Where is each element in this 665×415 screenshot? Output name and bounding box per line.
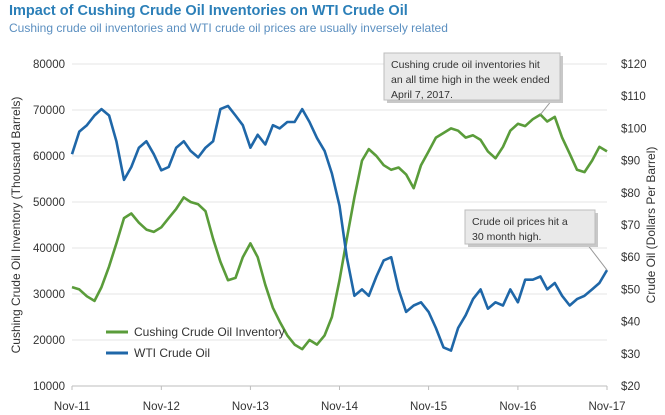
y-axis-left-title: Cushing Crude Oil Inventory (Thousand Ba… (9, 97, 23, 354)
y-left-tick-label: 20000 (33, 335, 65, 347)
y-axis-left: 10000 20000 30000 40000 50000 60000 70000 80000 (33, 59, 65, 393)
y-left-tick-label: 30000 (33, 289, 65, 301)
series-line-wti (70, 104, 609, 352)
y-left-tick-label: 10000 (33, 381, 65, 393)
callout-wti-pointer (586, 243, 608, 271)
y-left-tick-label: 80000 (33, 59, 65, 71)
y-left-tick-label: 70000 (33, 105, 65, 117)
callout-inventory-text: Cushing crude oil inventories hit (391, 59, 540, 71)
callout-wti-text: 30 month high. (472, 231, 541, 243)
x-tick-label: Nov-17 (588, 401, 625, 413)
y-left-tick-label: 60000 (33, 151, 65, 163)
y-right-tick-label: $40 (621, 317, 640, 329)
y-right-tick-label: $20 (621, 381, 640, 393)
legend: Cushing Crude Oil Inventory WTI Crude Oi… (106, 325, 285, 360)
callout-inventory-text: an all time high in the week ended (391, 74, 550, 86)
x-tick-label: Nov-14 (321, 401, 359, 413)
y-left-tick-label: 50000 (33, 197, 65, 209)
y-right-tick-label: $80 (621, 188, 640, 200)
x-tick-label: Nov-15 (410, 401, 447, 413)
callouts: Cushing crude oil inventories hit an all … (383, 52, 608, 271)
legend-label-wti: WTI Crude Oil (134, 346, 210, 360)
x-tick-label: Nov-11 (54, 401, 90, 413)
series-lines (70, 104, 609, 352)
y-right-tick-label: $110 (621, 91, 646, 103)
y-right-tick-label: $50 (621, 284, 640, 296)
x-tick-label: Nov-13 (232, 401, 269, 413)
callout-wti-text: Crude oil prices hit a (472, 216, 568, 228)
x-tick-label: Nov-12 (143, 401, 180, 413)
x-tick-label: Nov-16 (499, 401, 536, 413)
legend-label-inventory: Cushing Crude Oil Inventory (134, 325, 285, 339)
y-axis-right: $20 $30 $40 $50 $60 $70 $80 $90 $100 $110 $120 (621, 59, 647, 393)
y-right-tick-label: $30 (621, 349, 640, 361)
callout-wti-box (464, 209, 596, 245)
y-right-tick-label: $100 (621, 123, 647, 135)
chart-title: Impact of Cushing Crude Oil Inventories … (9, 3, 408, 19)
y-right-tick-label: $60 (621, 252, 640, 264)
series-line-inventory (71, 113, 608, 351)
chart-subtitle: Cushing crude oil inventories and WTI cr… (9, 21, 448, 35)
y-right-tick-label: $120 (621, 59, 647, 71)
y-right-tick-label: $90 (621, 156, 640, 168)
y-right-tick-label: $70 (621, 220, 640, 232)
y-axis-right-title: Crude Oil (Dollars Per Barrel) (644, 147, 658, 304)
x-axis: Nov-11 Nov-12 Nov-13 Nov-14 Nov-15 Nov-16 Nov-… (54, 385, 626, 413)
y-left-tick-label: 40000 (33, 243, 65, 255)
callout-inventory-box (383, 52, 561, 101)
callout-inventory-text: April 7, 2017. (391, 89, 453, 101)
